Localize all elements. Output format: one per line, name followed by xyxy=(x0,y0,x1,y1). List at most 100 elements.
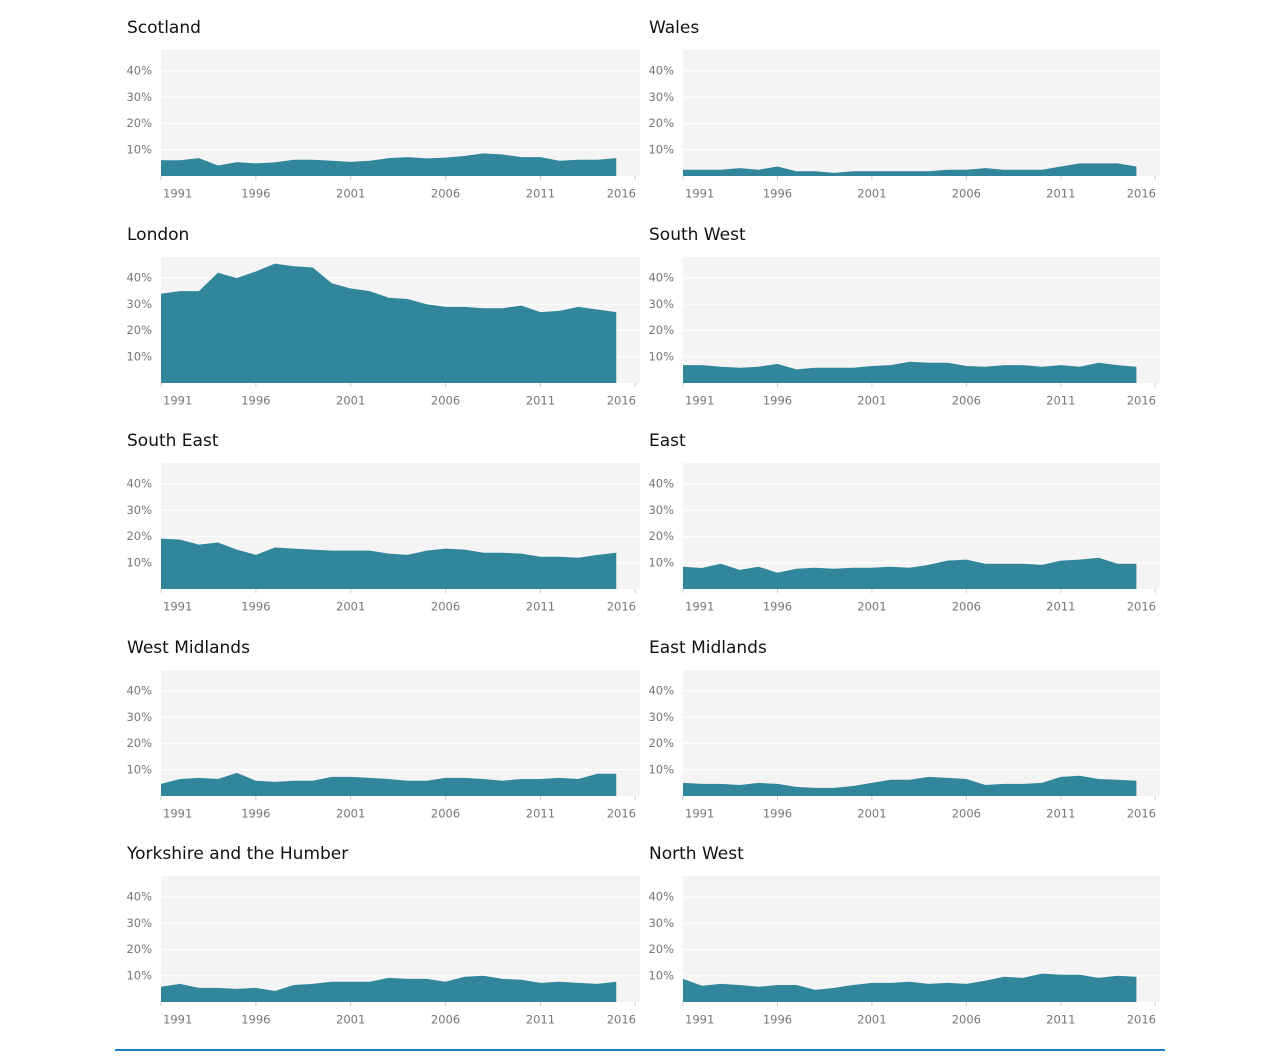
x-tick-label: 2006 xyxy=(952,807,981,821)
panel: South East 10% 20% 30% 40% 1991 1996 2001 2006 20… xyxy=(126,431,640,614)
y-tick-label: 20% xyxy=(648,116,674,130)
x-tick-label: 1991 xyxy=(163,807,192,821)
y-tick-label: 10% xyxy=(648,762,674,776)
x-tick-label: 1991 xyxy=(163,394,192,408)
x-tick-label: 1991 xyxy=(685,1013,714,1027)
x-tick-label: 2001 xyxy=(857,394,886,408)
x-tick-label: 2006 xyxy=(431,394,460,408)
panel-title: East Midlands xyxy=(649,638,767,658)
x-tick-label: 2016 xyxy=(1127,1013,1156,1027)
y-tick-label: 30% xyxy=(648,916,674,930)
x-tick-label: 2016 xyxy=(1127,394,1156,408)
x-tick-label: 1991 xyxy=(685,807,714,821)
panel: Wales 10% 20% 30% 40% 1991 1996 2001 2006 2011 201… xyxy=(648,18,1160,201)
y-tick-label: 20% xyxy=(126,323,152,337)
x-tick-label: 2011 xyxy=(1046,394,1075,408)
y-tick-label: 40% xyxy=(126,890,152,904)
x-tick-label: 2011 xyxy=(1046,187,1075,201)
y-tick-label: 10% xyxy=(648,555,674,569)
panel-title: Scotland xyxy=(127,18,201,38)
y-tick-label: 30% xyxy=(126,90,152,104)
area xyxy=(683,557,1137,589)
x-tick-label: 2011 xyxy=(526,1013,555,1027)
x-tick-label: 1996 xyxy=(763,1013,792,1027)
x-tick-label: 1991 xyxy=(163,600,192,614)
y-tick-label: 30% xyxy=(126,503,152,517)
y-tick-label: 40% xyxy=(648,477,674,491)
x-tick-label: 2011 xyxy=(1046,1013,1075,1027)
y-tick-label: 40% xyxy=(126,271,152,285)
y-tick-label: 30% xyxy=(648,503,674,517)
area xyxy=(161,772,617,796)
y-tick-label: 10% xyxy=(126,142,152,156)
panel: South West 10% 20% 30% 40% 1991 1996 2001 2006 20… xyxy=(648,225,1160,408)
x-tick-label: 2006 xyxy=(431,807,460,821)
y-tick-label: 40% xyxy=(126,684,152,698)
y-tick-label: 30% xyxy=(648,90,674,104)
panel: Yorkshire and the Humber 10% 20% 30% 40% 1991… xyxy=(126,844,640,1027)
x-tick-label: 2011 xyxy=(1046,807,1075,821)
area xyxy=(683,775,1137,796)
x-tick-label: 1991 xyxy=(163,187,192,201)
y-tick-label: 10% xyxy=(126,555,152,569)
y-tick-label: 20% xyxy=(648,529,674,543)
panel-title: London xyxy=(127,225,189,245)
panel: Scotland 10% 20% 30% 40% 1991 1996 2001 2006 2011… xyxy=(126,18,640,201)
plot-background xyxy=(161,50,640,176)
y-tick-label: 40% xyxy=(648,890,674,904)
x-tick-label: 1996 xyxy=(763,394,792,408)
x-tick-label: 2011 xyxy=(526,187,555,201)
y-tick-label: 20% xyxy=(126,942,152,956)
y-tick-label: 20% xyxy=(648,736,674,750)
area xyxy=(161,538,617,589)
panel-title: West Midlands xyxy=(127,638,250,658)
x-tick-label: 1996 xyxy=(241,807,270,821)
y-tick-label: 30% xyxy=(126,710,152,724)
y-tick-label: 40% xyxy=(648,684,674,698)
y-tick-label: 20% xyxy=(648,942,674,956)
y-tick-label: 40% xyxy=(648,271,674,285)
x-tick-label: 1991 xyxy=(163,1013,192,1027)
y-tick-label: 20% xyxy=(126,736,152,750)
y-tick-label: 20% xyxy=(126,529,152,543)
x-tick-label: 2001 xyxy=(857,600,886,614)
x-tick-label: 1991 xyxy=(685,187,714,201)
y-tick-label: 10% xyxy=(648,142,674,156)
panel-title: Yorkshire and the Humber xyxy=(126,844,348,864)
x-tick-label: 2006 xyxy=(431,600,460,614)
plot-background xyxy=(683,670,1160,796)
area xyxy=(161,975,617,1002)
x-tick-label: 2016 xyxy=(1127,187,1156,201)
x-tick-label: 1996 xyxy=(241,394,270,408)
x-tick-label: 2001 xyxy=(857,187,886,201)
x-tick-label: 2016 xyxy=(607,807,636,821)
x-tick-label: 1991 xyxy=(685,600,714,614)
x-tick-label: 2001 xyxy=(336,807,365,821)
x-tick-label: 1996 xyxy=(241,187,270,201)
x-tick-label: 2001 xyxy=(336,187,365,201)
y-tick-label: 10% xyxy=(126,762,152,776)
y-tick-label: 30% xyxy=(126,916,152,930)
area xyxy=(161,153,617,176)
x-tick-label: 2001 xyxy=(336,600,365,614)
panel: East 10% 20% 30% 40% 1991 1996 2001 2006 2011 2016 xyxy=(648,431,1160,614)
x-tick-label: 2016 xyxy=(1127,600,1156,614)
y-tick-label: 10% xyxy=(648,349,674,363)
x-tick-label: 1996 xyxy=(241,1013,270,1027)
x-tick-label: 2006 xyxy=(431,187,460,201)
x-tick-label: 2011 xyxy=(1046,600,1075,614)
x-tick-label: 2006 xyxy=(431,1013,460,1027)
panel-title: Wales xyxy=(649,18,699,38)
x-tick-label: 1996 xyxy=(763,600,792,614)
panel-title: South East xyxy=(127,431,219,451)
y-tick-label: 30% xyxy=(648,297,674,311)
x-tick-label: 2011 xyxy=(526,394,555,408)
x-tick-label: 2016 xyxy=(1127,807,1156,821)
plot-background xyxy=(683,50,1160,176)
y-tick-label: 40% xyxy=(126,64,152,78)
y-tick-label: 20% xyxy=(648,323,674,337)
x-tick-label: 2011 xyxy=(526,807,555,821)
x-tick-label: 2006 xyxy=(952,1013,981,1027)
x-tick-label: 2001 xyxy=(336,1013,365,1027)
